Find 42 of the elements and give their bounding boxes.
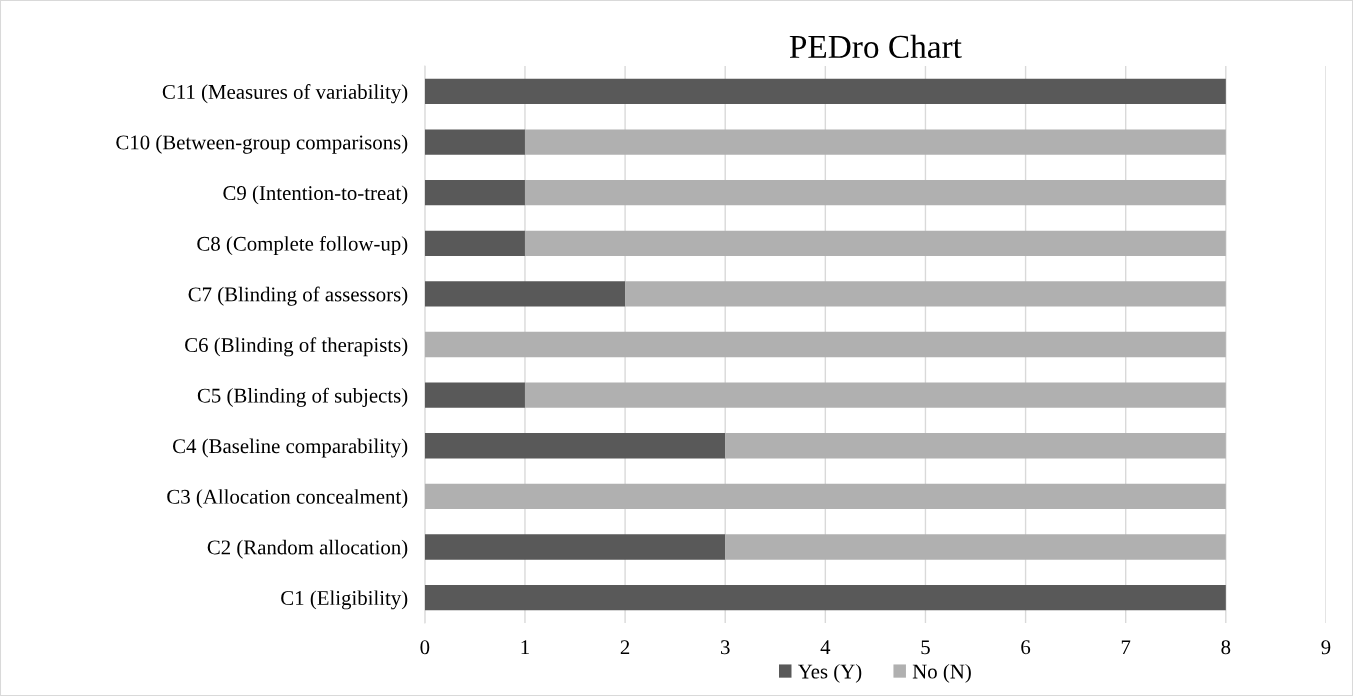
x-tick-label: 4 — [820, 640, 831, 655]
y-tick-label: C11 (Measures of variability) — [162, 84, 408, 104]
bar — [424, 584, 1226, 611]
y-tick-label: C3 (Allocation concealment) — [167, 489, 408, 509]
x-tick-label: 1 — [521, 640, 529, 655]
y-tick-label: C2 (Random allocation) — [207, 539, 408, 559]
bar — [524, 129, 1226, 155]
y-tick-label: C5 (Blinding of subjects) — [197, 387, 408, 407]
x-tick-label: 8 — [1221, 640, 1231, 655]
bar — [524, 230, 1226, 256]
bar — [424, 433, 726, 459]
y-tick-label: C1 (Eligibility) — [281, 590, 408, 610]
x-tick-label: 0 — [420, 640, 430, 655]
bar — [725, 534, 1226, 560]
bar — [424, 281, 626, 307]
bar — [725, 433, 1226, 459]
x-tick-label: 7 — [1121, 640, 1131, 655]
bar — [424, 382, 525, 408]
bar — [524, 180, 1226, 206]
x-tick-label: 6 — [1021, 640, 1031, 655]
bar — [524, 382, 1226, 408]
bar — [424, 534, 726, 560]
legend-label: Yes (Y) — [797, 663, 862, 683]
x-tick-label: 9 — [1321, 640, 1331, 655]
chart-title: PEDro Chart — [789, 34, 962, 59]
x-tick-label: 3 — [721, 640, 730, 655]
y-tick-label: C8 (Complete follow-up) — [197, 235, 408, 256]
bar — [424, 230, 525, 256]
bar — [424, 180, 525, 206]
y-tick-label: C7 (Blinding of assessors) — [188, 286, 408, 306]
bar — [625, 281, 1226, 307]
bar — [424, 78, 1226, 105]
y-tick-label: C9 (Intention-to-treat) — [223, 185, 408, 205]
y-tick-label: C10 (Between-group comparisons) — [116, 134, 408, 154]
x-tick-label: 5 — [921, 640, 930, 655]
bar — [424, 483, 1226, 510]
bar — [424, 129, 525, 155]
y-tick-label: C6 (Blinding of therapists) — [185, 337, 408, 357]
legend-label: No (N) — [912, 663, 971, 683]
x-tick-label: 2 — [620, 640, 630, 655]
bar — [424, 331, 1226, 358]
y-tick-label: C4 (Baseline comparability) — [172, 438, 408, 458]
